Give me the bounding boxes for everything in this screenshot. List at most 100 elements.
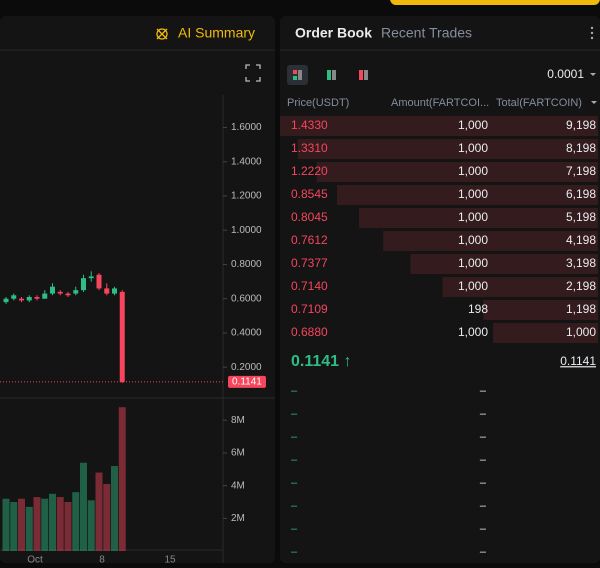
volume-bar [72,492,80,551]
volume-bar [18,498,25,551]
ask-price: 0.7612 [291,233,328,247]
mark-price[interactable]: 0.1141 [560,354,596,368]
volume-bar [33,497,41,551]
depth-select[interactable]: 0.0001 [547,67,584,81]
bid-price: – [291,523,298,535]
bid-amount: – [480,500,487,512]
bid-amount: – [480,431,487,443]
candle-body [42,293,48,299]
depth-bar [316,162,598,182]
volume-bar [111,466,118,551]
depth-bar [358,208,598,228]
volume-bar [95,472,103,551]
volume-bar [2,498,10,551]
col-price: Price(USDT) [287,97,349,109]
ask-amount: 1,000 [458,187,488,201]
y-tick-label: 1.4000 [231,156,262,167]
ask-total: 2,198 [566,279,596,293]
ask-total: 1,198 [566,302,596,316]
candle-body [88,276,94,279]
ask-total: 5,198 [566,210,596,224]
candle-body [26,297,32,301]
ask-price: 1.4330 [291,118,328,132]
ask-total: 8,198 [566,141,596,155]
view-both[interactable] [287,65,308,85]
candle-body [112,288,117,294]
view-icons [293,70,368,80]
ask-total: 9,198 [566,118,596,132]
depth-bar [280,116,598,136]
x-tick-label: 8 [99,555,105,563]
y2-tick-label: 2M [231,513,245,524]
ask-amount: 1,000 [458,256,488,270]
bid-amount: – [480,477,487,489]
candle-body [57,291,63,294]
ask-total: 4,198 [566,233,596,247]
bid-amount: – [480,408,487,420]
candle-body [50,286,55,294]
bid-amount: – [480,385,487,397]
volume-bar [103,483,111,551]
volume-bar [10,501,18,551]
bid-price: – [291,408,298,420]
ask-price: 0.6880 [291,325,328,339]
ask-total: 7,198 [566,164,596,178]
bid-amount: – [480,523,487,535]
y2-tick-label: 6M [231,448,245,459]
ai-summary[interactable]: AI Summary [178,25,255,41]
ask-amount: 1,000 [458,118,488,132]
last-price: 0.1141 ↑ [291,353,352,370]
top-banner [390,0,600,5]
candle-body [19,298,24,301]
ask-amount: 1,000 [458,325,488,339]
depth-bar [297,139,598,159]
caret [590,73,596,76]
ask-price: 0.7140 [291,279,328,293]
ask-amount: 1,000 [458,141,488,155]
volume-bar [80,462,87,551]
volume-bar [49,493,56,551]
candle-body [73,290,79,294]
bid-price: – [291,385,298,397]
expand-icon[interactable] [245,64,261,82]
col-amount: Amount(FARTCOI... [391,97,489,109]
ask-total: 3,198 [566,256,596,270]
depth-bar [493,323,598,343]
y-tick-label: 0.2000 [231,362,262,373]
candle-body [81,278,86,291]
ask-amount: 1,000 [458,164,488,178]
candle-body [104,288,110,294]
ask-amount: 1,000 [458,210,488,224]
bid-price: – [291,500,298,512]
y2-tick-label: 8M [231,415,245,426]
candle-body [65,293,71,296]
bid-price: – [291,431,298,443]
chart-panel [0,16,275,563]
last-price-tag [228,375,266,388]
candle-body [3,298,9,303]
candle-body [96,274,102,289]
depth-bar [410,254,598,274]
y-tick-label: 1.0000 [231,225,262,236]
last-price-label: 0.1141 [232,377,262,388]
bid-price: – [291,454,298,466]
menu-icon[interactable] [590,26,594,40]
ask-total: 6,198 [566,187,596,201]
depth-bar [442,277,598,297]
candle-body [119,291,125,382]
bid-amount: – [480,546,487,558]
depth-bar [383,231,598,251]
volume-bar [118,407,126,551]
volume-bar [87,500,95,551]
ask-price: 0.7109 [291,302,328,316]
x-tick-label: 15 [164,555,176,563]
tab-recent-trades[interactable]: Recent Trades [381,25,472,41]
caret [591,101,597,104]
volume-bar [25,506,33,551]
orderbook-panel [280,16,600,563]
depth-bar [336,185,598,205]
tab-order-book[interactable]: Order Book [295,25,372,41]
depth-bar [483,300,598,320]
y-tick-label: 1.6000 [231,122,262,133]
